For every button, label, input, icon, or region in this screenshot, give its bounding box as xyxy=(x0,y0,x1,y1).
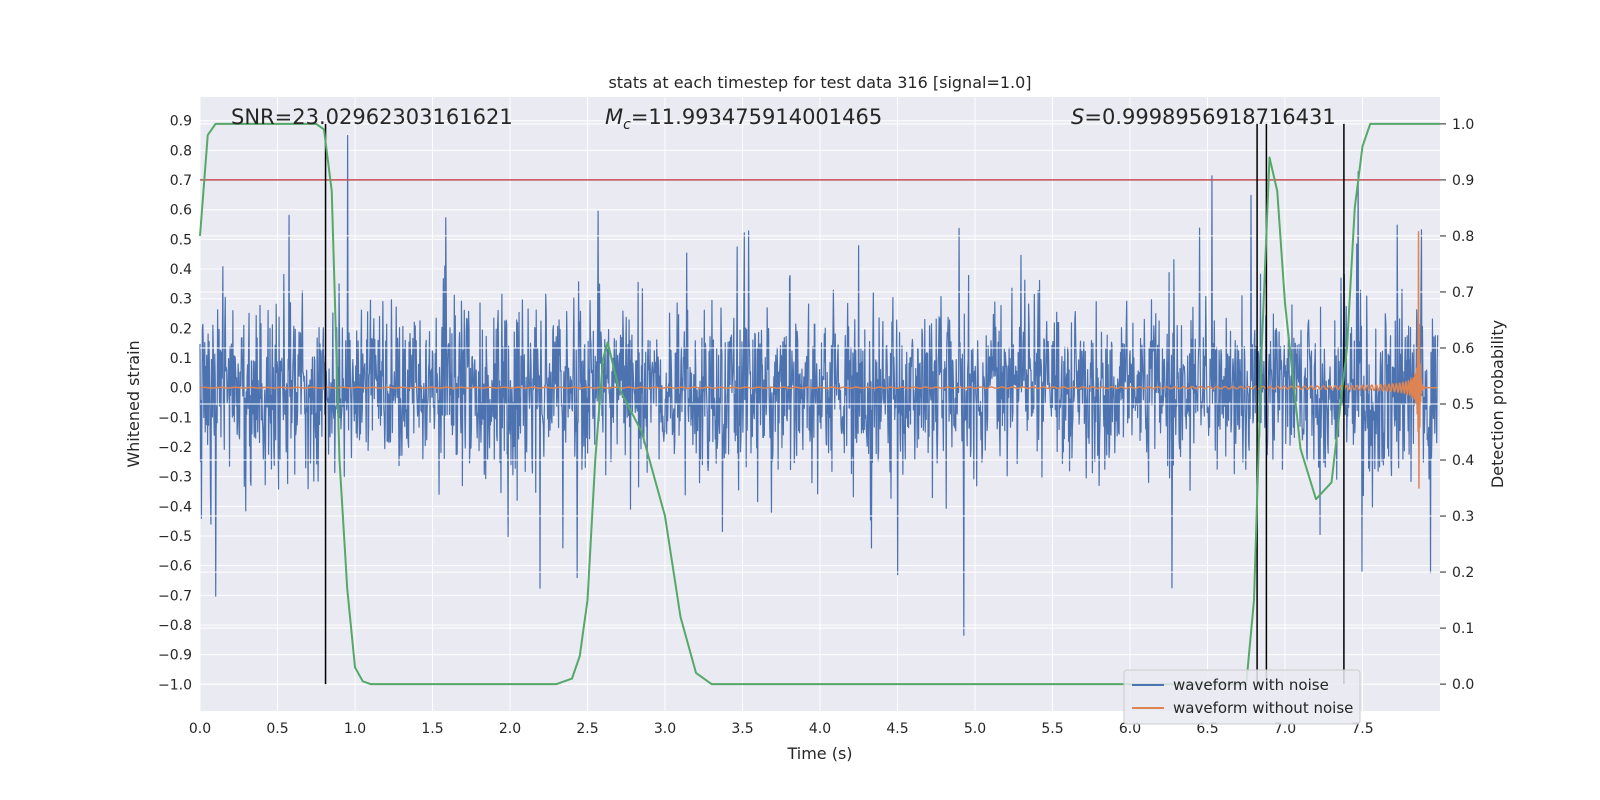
y2-tick-label: 0.9 xyxy=(1452,173,1474,189)
y-tick-label: 0.6 xyxy=(170,203,192,219)
x-tick-label: 6.0 xyxy=(1119,721,1141,737)
y-axis-label: Whitened strain xyxy=(124,340,143,467)
chirp-mass-subscript: c xyxy=(623,117,631,133)
y2-axis-ticks: 1.0 0.9 0.8 0.7 0.6 0.5 0.4 0.3 0.2 0.1 0.0 xyxy=(1440,117,1474,693)
y2-tick-label: 0.5 xyxy=(1452,397,1474,413)
x-tick-label: 5.5 xyxy=(1041,721,1063,737)
series-waveform-without-noise xyxy=(199,231,1438,489)
x-tick-label: 2.0 xyxy=(499,721,521,737)
y-tick-label: 0.3 xyxy=(170,292,192,308)
y-tick-label: −0.8 xyxy=(158,618,192,634)
y-tick-label: 0.7 xyxy=(170,173,192,189)
x-tick-label: 7.5 xyxy=(1351,721,1373,737)
y2-tick-label: 0.7 xyxy=(1452,285,1474,301)
score-annotation: S=0.9998956918716431 xyxy=(1071,105,1336,129)
x-tick-label: 3.0 xyxy=(654,721,676,737)
y-tick-label: −1.0 xyxy=(158,677,192,693)
score-value: =0.9998956918716431 xyxy=(1084,105,1335,129)
y2-axis-label: Detection probability xyxy=(1488,320,1507,488)
y-tick-label: −0.3 xyxy=(158,470,192,486)
series-waveform-with-noise xyxy=(199,134,1439,636)
y-tick-label: 0.4 xyxy=(170,262,192,278)
x-tick-label: 7.0 xyxy=(1274,721,1296,737)
y-tick-label: −0.4 xyxy=(158,499,192,515)
chirp-mass-value: =11.993475914001465 xyxy=(631,105,882,129)
y-tick-label: 0.8 xyxy=(170,143,192,159)
x-tick-label: 0.5 xyxy=(266,721,288,737)
series-detection-probability xyxy=(199,122,1440,686)
y-tick-label: −0.1 xyxy=(158,410,192,426)
y-tick-label: −0.2 xyxy=(158,440,192,456)
y-tick-label: 0.1 xyxy=(170,351,192,367)
legend-label-noise: waveform with noise xyxy=(1173,676,1329,694)
legend-label-clean: waveform without noise xyxy=(1173,699,1353,717)
y2-tick-label: 1.0 xyxy=(1452,117,1474,133)
x-tick-label: 4.5 xyxy=(886,721,908,737)
y-axis-ticks: 0.9 0.8 0.7 0.6 0.5 0.4 0.3 0.2 0.1 0.0 −0.1 −0.2 −0… xyxy=(158,114,192,694)
x-axis-ticks: 0.0 0.5 1.0 1.5 2.0 2.5 3.0 3.5 4.0 4.5 5.0 5.5 6.0 6… xyxy=(189,721,1374,737)
y2-tick-label: 0.3 xyxy=(1452,509,1474,525)
y2-tick-label: 0.6 xyxy=(1452,341,1474,357)
y2-tick-label: 0.1 xyxy=(1452,621,1474,637)
x-tick-label: 4.0 xyxy=(809,721,831,737)
y2-tick-label: 0.0 xyxy=(1452,677,1474,693)
y-tick-label: −0.5 xyxy=(158,529,192,545)
x-tick-label: 0.0 xyxy=(189,721,211,737)
x-axis-label: Time (s) xyxy=(786,744,852,763)
y-tick-label: −0.7 xyxy=(158,588,192,604)
probability-line xyxy=(199,122,1440,686)
x-tick-label: 6.5 xyxy=(1196,721,1218,737)
gridlines xyxy=(199,97,1440,711)
chart-title: stats at each timestep for test data 316… xyxy=(608,73,1031,92)
y2-tick-label: 0.8 xyxy=(1452,229,1474,245)
snr-annotation: SNR=23.02962303161621 xyxy=(231,105,513,129)
score-symbol: S xyxy=(1071,105,1084,129)
chirp-mass-symbol: M xyxy=(605,105,623,129)
x-tick-label: 3.5 xyxy=(731,721,753,737)
y2-tick-label: 0.2 xyxy=(1452,565,1474,581)
x-tick-label: 2.5 xyxy=(576,721,598,737)
legend: waveform with noise waveform without noi… xyxy=(1123,669,1361,725)
x-tick-label: 1.5 xyxy=(421,721,443,737)
y-tick-label: −0.9 xyxy=(158,648,192,664)
y-tick-label: 0.5 xyxy=(170,232,192,248)
chirp-line xyxy=(199,231,1438,489)
legend-box xyxy=(1123,669,1361,725)
y-tick-label: 0.9 xyxy=(170,114,192,130)
y-tick-label: 0.2 xyxy=(170,321,192,337)
x-tick-label: 1.0 xyxy=(344,721,366,737)
y-tick-label: 0.0 xyxy=(170,381,192,397)
y2-tick-label: 0.4 xyxy=(1452,453,1474,469)
x-tick-label: 5.0 xyxy=(964,721,986,737)
chirp-mass-annotation: Mc=11.993475914001465 xyxy=(605,105,882,133)
noise-line xyxy=(199,134,1439,636)
y-tick-label: −0.6 xyxy=(158,559,192,575)
